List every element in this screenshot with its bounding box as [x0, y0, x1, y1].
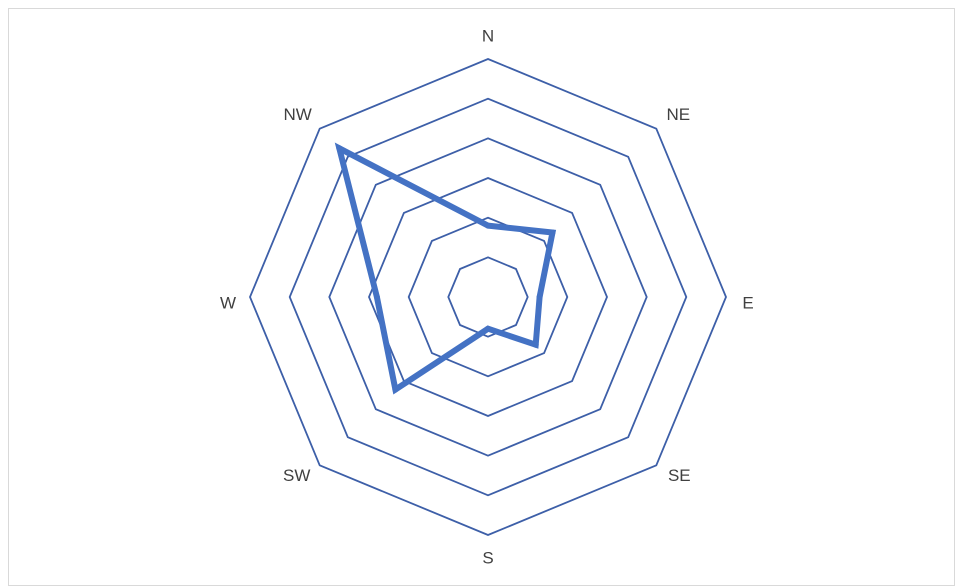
data-point-e — [536, 294, 543, 300]
data-point-nw — [336, 145, 343, 152]
data-point-ne — [549, 229, 556, 236]
axis-label-se: SE — [668, 466, 691, 485]
data-point-w — [373, 294, 380, 300]
axis-label-nw: NW — [284, 105, 312, 124]
axis-label-n: N — [482, 26, 494, 45]
chart-area — [8, 8, 955, 586]
axis-label-ne: NE — [666, 105, 690, 124]
grid-ring-3 — [368, 177, 608, 417]
grid-ring-1 — [447, 256, 529, 338]
axis-label-w: W — [220, 293, 236, 312]
data-point-s — [485, 325, 491, 332]
axis-label-sw: SW — [283, 466, 310, 485]
grid-ring-2 — [407, 216, 569, 378]
axis-label-e: E — [742, 293, 753, 312]
axis-label-s: S — [482, 548, 493, 567]
series-line-1 — [334, 142, 557, 395]
data-point-n — [485, 222, 491, 229]
grid-ring-5 — [288, 97, 688, 497]
grid-ring-6 — [249, 58, 727, 536]
data-point-se — [532, 341, 539, 348]
data-point-sw — [392, 386, 399, 393]
